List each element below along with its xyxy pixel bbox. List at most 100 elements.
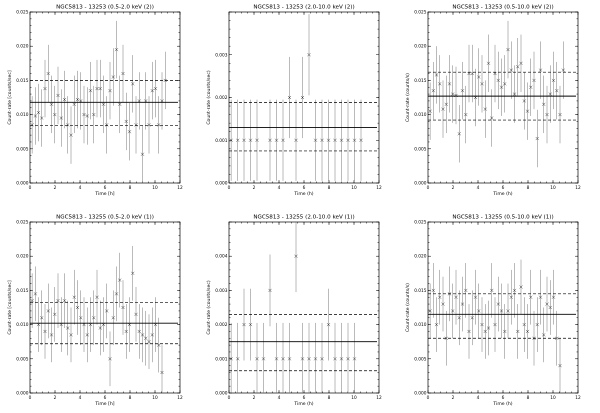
data-point (111, 75, 115, 79)
data-point (542, 333, 546, 337)
data-point (516, 329, 520, 334)
y-tick-label: 0.005 (16, 146, 29, 152)
data-point (467, 71, 471, 76)
point-stroke (95, 86, 99, 91)
data-point (473, 295, 478, 299)
x-tick-label: 12 (376, 185, 382, 191)
point-stroke (555, 336, 559, 340)
data-point (147, 340, 151, 344)
point-stroke (486, 326, 491, 330)
point-stroke (59, 116, 63, 120)
point-stroke (111, 75, 115, 79)
data-point (326, 322, 331, 327)
x-tick-label: 12 (575, 185, 581, 191)
data-point (542, 102, 546, 106)
x-tick-label: 12 (177, 185, 183, 191)
point-stroke (137, 329, 141, 334)
y-tick-label: 0.015 (16, 288, 29, 294)
y-axis-label: Count-rate (counts/sec) (206, 280, 212, 335)
point-stroke (519, 61, 523, 65)
chart-title: NGC5813 - 13255 (0.5-10.0 keV (1)) (452, 215, 553, 221)
point-stroke (460, 302, 465, 306)
x-tick-label: 0 (228, 185, 231, 191)
point-stroke (506, 47, 510, 52)
data-point (307, 357, 311, 361)
x-tick-label: 10 (550, 185, 556, 191)
data-point (137, 329, 141, 334)
data-point (477, 309, 481, 313)
point-stroke (140, 333, 145, 337)
x-tick-label: 6 (303, 185, 306, 191)
data-point (248, 138, 253, 142)
point-stroke (326, 138, 331, 142)
point-stroke (242, 322, 246, 327)
point-stroke (490, 116, 494, 120)
point-stroke (542, 102, 546, 106)
point-stroke (118, 278, 122, 282)
point-stroke (294, 138, 298, 142)
data-point (255, 138, 259, 142)
point-stroke (131, 82, 135, 86)
data-point (127, 130, 132, 134)
x-tick-label: 0 (228, 395, 231, 401)
point-stroke (551, 78, 556, 83)
data-point (88, 89, 93, 93)
point-stroke (545, 302, 549, 306)
data-point (229, 138, 233, 142)
data-point (75, 97, 80, 102)
point-stroke (33, 114, 38, 118)
y-axis-label: Count-rate (counts/sec) (206, 70, 212, 125)
point-stroke (236, 138, 240, 142)
y-tick-label: 0.005 (414, 146, 427, 152)
point-stroke (248, 322, 253, 327)
data-point (69, 133, 73, 137)
data-point (499, 85, 504, 89)
point-stroke (53, 112, 57, 117)
data-point (294, 254, 298, 258)
x-tick-label: 6 (303, 395, 306, 401)
data-point (134, 312, 138, 316)
data-point (333, 357, 337, 361)
point-stroke (46, 71, 50, 76)
point-stroke (499, 85, 504, 89)
point-stroke (434, 322, 439, 327)
point-stroke (294, 254, 298, 258)
point-stroke (438, 82, 442, 86)
data-point (268, 138, 272, 142)
data-point (56, 299, 60, 303)
data-point (56, 93, 60, 98)
data-point (69, 333, 73, 337)
point-stroke (150, 333, 154, 337)
point-stroke (255, 138, 259, 142)
x-axis-label: Time (h) (492, 401, 512, 407)
point-stroke (496, 78, 500, 83)
data-point (307, 53, 311, 57)
x-tick-label: 4 (278, 395, 281, 401)
x-tick-label: 10 (550, 395, 556, 401)
x-tick-label: 8 (328, 395, 331, 401)
data-point (59, 116, 63, 120)
data-point (451, 309, 455, 313)
point-stroke (535, 322, 539, 327)
point-stroke (300, 357, 305, 361)
x-tick-label: 10 (351, 395, 357, 401)
x-axis-label: Time [h] (94, 191, 114, 197)
y-axis-label: Count-rate (counts/s) (405, 73, 411, 122)
y-tick-label: 0.000 (414, 391, 427, 397)
data-point (499, 309, 504, 313)
data-point (470, 316, 474, 320)
y-axis-label: Count-rate (counts/s) (405, 283, 411, 332)
data-point (444, 336, 448, 340)
chart-panel-4: 0 2 4 6 8 10 12 0.000 0.005 0.010 0.015 0.020 0.025 N… (7, 215, 183, 408)
chart-panel-2: 0 2 4 6 8 10 12 0.000 0.001 0.002 0.003 NGC5813 - 1… (206, 5, 382, 198)
point-stroke (124, 329, 128, 334)
point-stroke (287, 95, 292, 100)
point-stroke (320, 138, 324, 142)
point-stroke (470, 71, 474, 76)
x-tick-label: 0 (427, 185, 430, 191)
x-axis-label: Time (h) (492, 191, 512, 197)
data-point (124, 119, 128, 124)
point-stroke (535, 136, 539, 141)
data-point (229, 357, 233, 361)
data-point (242, 138, 246, 142)
